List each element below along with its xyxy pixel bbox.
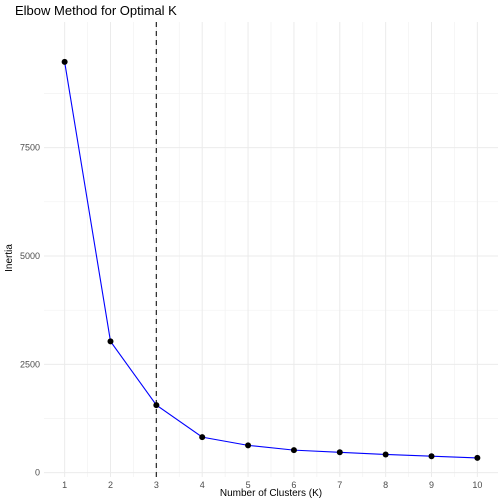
y-tick-labels: 0 2500 5000 7500 [20,143,40,478]
data-point [245,442,252,449]
data-points [61,58,481,461]
x-tick-labels: 1 2 3 4 5 6 7 8 9 10 [62,480,482,490]
chart-title: Elbow Method for Optimal K [15,3,177,18]
data-point [153,402,160,409]
x-tick-label: 4 [200,480,205,490]
data-point [107,338,114,345]
data-point [199,434,206,441]
data-point [382,451,389,458]
x-tick-label: 1 [62,480,67,490]
x-axis-label: Number of Clusters (K) [220,488,322,499]
x-tick-label: 2 [108,480,113,490]
data-point [474,454,481,461]
x-tick-label: 10 [472,480,482,490]
x-tick-label: 7 [337,480,342,490]
x-tick-label: 8 [383,480,388,490]
data-point [61,58,68,65]
x-tick-label: 3 [154,480,159,490]
y-tick-label: 7500 [20,143,40,153]
y-axis-label: Inertia [4,244,15,272]
x-tick-label: 6 [291,480,296,490]
data-point [290,447,297,454]
y-tick-label: 0 [35,468,40,478]
x-tick-label: 9 [429,480,434,490]
data-point [336,449,343,456]
data-point [428,453,435,460]
series-line [64,61,478,459]
y-tick-label: 2500 [20,359,40,369]
x-tick-label: 5 [246,480,251,490]
grid [44,22,498,477]
y-tick-label: 5000 [20,251,40,261]
